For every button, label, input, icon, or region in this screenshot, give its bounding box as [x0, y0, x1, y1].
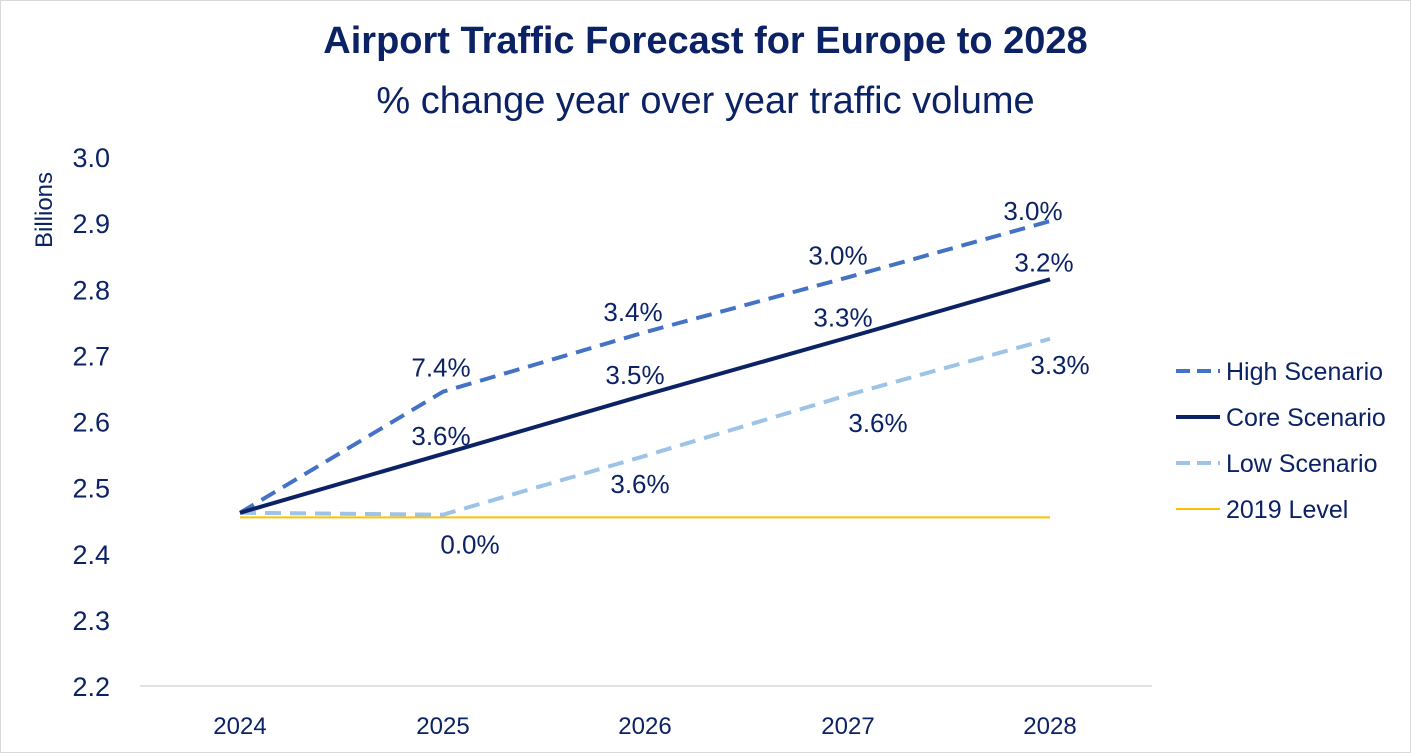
y-axis-title: Billions [31, 172, 58, 248]
y-tick-label: 2.8 [72, 275, 110, 305]
data-label: 3.3% [813, 303, 872, 333]
legend-label: Low Scenario [1226, 450, 1377, 478]
y-tick-label: 2.5 [72, 474, 110, 504]
legend-label: 2019 Level [1226, 496, 1348, 524]
series-line-core-scenario [239, 277, 1051, 515]
data-label: 3.2% [1014, 247, 1073, 277]
x-tick-label: 2024 [213, 713, 266, 740]
data-labels: 7.4% 3.4% 3.0% 3.0% 3.6% 3.5% 3.3% 3.2% 0.0% 3.6%… [411, 196, 1089, 560]
series-lines [238, 219, 1051, 519]
data-label: 7.4% [411, 353, 470, 383]
legend-item: Low Scenario [1176, 450, 1377, 478]
data-label: 3.3% [1030, 350, 1089, 380]
series-line-low-scenario [239, 336, 1051, 517]
x-tick-label: 2026 [618, 713, 671, 740]
data-label: 3.4% [603, 297, 662, 327]
y-tick-label: 2.4 [72, 540, 110, 570]
legend-item: High Scenario [1176, 358, 1383, 386]
y-tick-label: 3.0 [72, 143, 110, 173]
data-label: 3.0% [808, 240, 867, 270]
series-line-high-scenario [238, 219, 1051, 515]
data-label: 3.5% [605, 360, 664, 390]
y-tick-label: 2.3 [72, 606, 110, 636]
data-label: 0.0% [440, 530, 499, 560]
axes: 3.0 2.9 2.8 2.7 2.6 2.5 2.4 2.3 2.2 2024 2025 2026 2… [31, 143, 1152, 740]
legend-item: Core Scenario [1176, 404, 1386, 432]
y-tick-label: 2.9 [72, 209, 110, 239]
data-label: 3.6% [411, 421, 470, 451]
data-label: 3.6% [848, 408, 907, 438]
y-tick-label: 2.6 [72, 408, 110, 438]
x-tick-label: 2025 [416, 713, 469, 740]
x-tick-label: 2027 [821, 713, 874, 740]
legend-label: High Scenario [1226, 358, 1383, 386]
data-label: 3.6% [610, 469, 669, 499]
data-label: 3.0% [1003, 196, 1062, 226]
legend: High Scenario Core Scenario Low Scenario 20… [1176, 358, 1386, 524]
x-tick-label: 2028 [1023, 713, 1076, 740]
chart-subtitle: % change year over year traffic volume [376, 80, 1035, 122]
y-tick-label: 2.2 [72, 672, 110, 702]
legend-item: 2019 Level [1176, 496, 1348, 524]
y-tick-label: 2.7 [72, 341, 110, 371]
chart-title: Airport Traffic Forecast for Europe to 2… [323, 20, 1088, 62]
legend-label: Core Scenario [1226, 404, 1386, 432]
